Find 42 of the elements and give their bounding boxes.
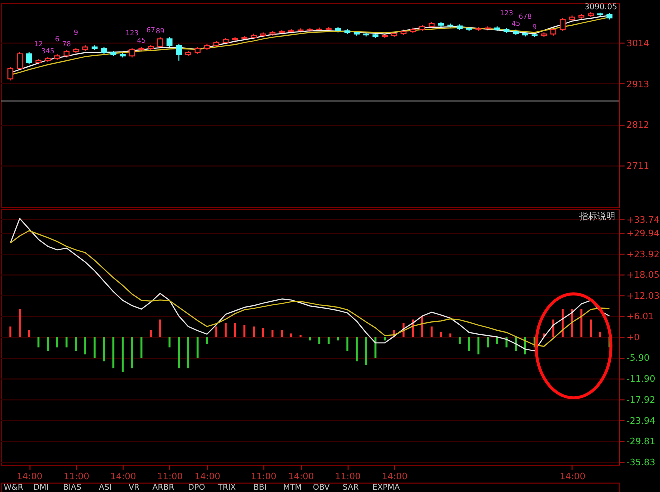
x-tick-label: 14:00 bbox=[560, 472, 586, 482]
annotation: 指标说明 bbox=[578, 211, 616, 222]
y-tick-label: 2913 bbox=[626, 80, 650, 90]
y-tick-label: 2711 bbox=[626, 162, 650, 172]
text: EXPMA bbox=[372, 482, 401, 492]
x-tick-label: 14:00 bbox=[288, 472, 314, 482]
text: VR bbox=[128, 482, 140, 492]
y-tick-label: +29.94 bbox=[626, 229, 660, 240]
x-tick-label: 14:00 bbox=[382, 472, 408, 482]
text: ARBR bbox=[152, 482, 175, 492]
text: OBV bbox=[313, 482, 331, 492]
y-tick-label: -11.90 bbox=[626, 375, 656, 386]
text: BIAS bbox=[63, 482, 82, 492]
x-tick-label: 14:00 bbox=[17, 472, 44, 482]
y-tick-label: -23.94 bbox=[626, 417, 656, 428]
y-tick-label: +12.03 bbox=[626, 292, 660, 302]
y-tick-label: +0 bbox=[626, 334, 640, 344]
x-tick-label: 11:00 bbox=[251, 472, 278, 482]
annotation: 3090.05 bbox=[584, 2, 618, 12]
y-tick-label: -5.90 bbox=[626, 354, 650, 364]
text: W&R bbox=[4, 482, 24, 492]
y-tick-label: -17.92 bbox=[626, 396, 656, 406]
x-tick-label: 11:00 bbox=[157, 472, 184, 482]
y-tick-label: +33.74 bbox=[626, 216, 660, 226]
x-tick-label: 11:00 bbox=[335, 472, 362, 482]
y-tick-label: +18.05 bbox=[626, 270, 660, 281]
y-tick-label: -35.83 bbox=[626, 458, 656, 468]
x-tick-label: 14:00 bbox=[194, 472, 221, 482]
text: TRIX bbox=[217, 482, 237, 492]
text: ASI bbox=[99, 482, 112, 492]
y-tick-label: -29.81 bbox=[626, 437, 656, 448]
text: SAR bbox=[342, 482, 360, 492]
text: BBI bbox=[254, 482, 267, 492]
y-tick-label: 3014 bbox=[626, 40, 650, 50]
text: DPO bbox=[188, 482, 206, 492]
y-tick-label: +6.01 bbox=[626, 312, 654, 323]
text: MTM bbox=[283, 482, 302, 492]
x-tick-label: 11:00 bbox=[64, 472, 90, 482]
x-tick-label: 14:00 bbox=[110, 472, 137, 482]
y-tick-label: +23.92 bbox=[626, 250, 660, 260]
y-tick-label: 2812 bbox=[626, 121, 650, 132]
text: DMI bbox=[34, 482, 49, 492]
